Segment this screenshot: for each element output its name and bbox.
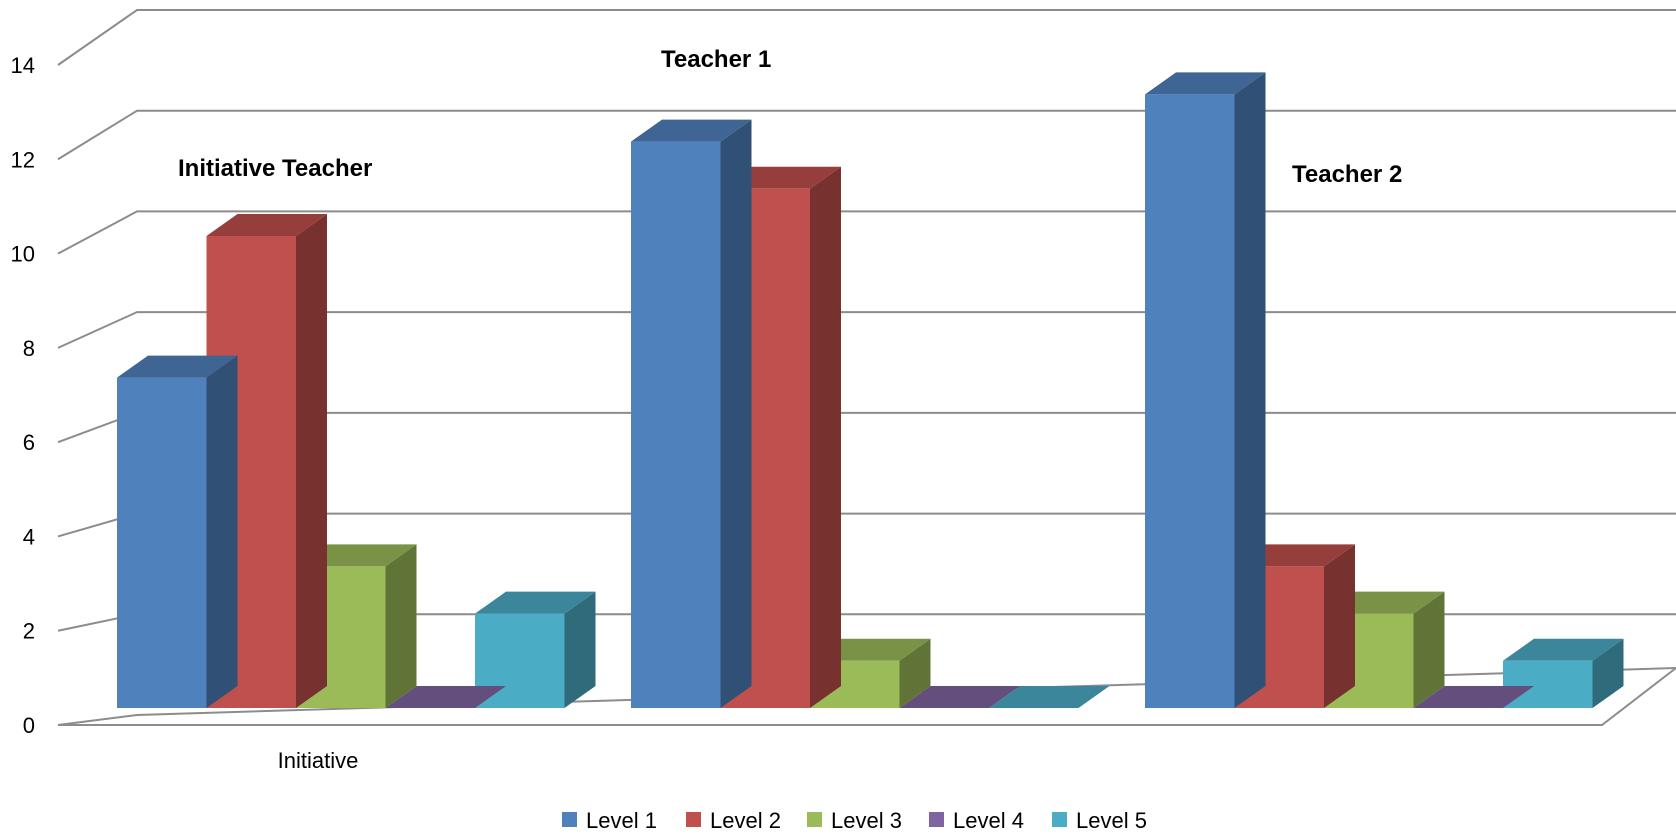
bar (296, 544, 417, 708)
category-label: Initiative (278, 748, 359, 773)
legend-item: Level 1 (562, 808, 657, 833)
bar-top (1503, 638, 1624, 661)
y-axis-ticks: 0 2 4 6 8 10 12 14 (11, 53, 35, 738)
y-tick-label: 12 (11, 147, 35, 172)
bar-side (564, 591, 596, 708)
bar-side (1413, 591, 1445, 708)
legend-item: Level 2 (686, 808, 781, 833)
bar-top (899, 686, 1020, 708)
legend-item: Level 3 (807, 808, 902, 833)
legend-swatch (929, 812, 944, 827)
legend-swatch (562, 812, 577, 827)
bar (385, 686, 506, 708)
legend-label: Level 3 (831, 808, 902, 833)
bar (899, 686, 1020, 708)
legend-item: Level 5 (1052, 808, 1147, 833)
bar (631, 119, 752, 709)
annotations: Initiative Teacher Teacher 1 Teacher 2 (178, 46, 1402, 188)
bar-side (1324, 544, 1355, 708)
bar (1503, 638, 1624, 708)
chart-floor (57, 666, 1676, 726)
bar-front (1503, 660, 1593, 708)
legend-label: Level 1 (586, 808, 657, 833)
legend-swatch (1052, 812, 1067, 827)
legend-item: Level 4 (929, 808, 1024, 833)
bar-front (1145, 94, 1235, 708)
bar-top (1145, 72, 1266, 95)
bar-side (206, 355, 238, 708)
bar (475, 591, 596, 708)
bar (989, 686, 1110, 708)
bar-top (1413, 686, 1534, 708)
y-tick-label: 14 (11, 53, 35, 78)
y-tick-label: 2 (23, 619, 35, 644)
y-tick-label: 8 (23, 336, 35, 361)
bars (117, 72, 1624, 709)
bar-side (296, 214, 327, 708)
bar-side (385, 544, 417, 708)
bar-side (810, 166, 841, 709)
category-labels: Initiative (278, 748, 359, 773)
bar (1145, 72, 1266, 708)
legend-swatch (686, 812, 701, 827)
bar-top (631, 119, 752, 142)
y-tick-label: 6 (23, 430, 35, 455)
bar (1413, 686, 1534, 708)
bar-top (989, 686, 1110, 708)
bar-front (117, 377, 207, 708)
bar-top (475, 591, 596, 614)
bar-side (720, 119, 752, 709)
floor-outline (57, 666, 1676, 726)
legend-swatch (807, 812, 822, 827)
bar-top (385, 686, 506, 708)
bar-top (117, 355, 238, 378)
y-tick-label: 0 (23, 713, 35, 738)
annotation-label: Teacher 1 (661, 46, 771, 73)
annotation-label: Teacher 2 (1292, 161, 1402, 188)
annotation-label: Initiative Teacher (178, 155, 372, 182)
bar-side (899, 638, 931, 708)
bar-side (1592, 638, 1624, 708)
gridline (57, 9, 1676, 66)
y-tick-label: 10 (11, 242, 35, 267)
legend: Level 1 Level 2 Level 3 Level 4 Level 5 (562, 808, 1147, 833)
bar (117, 355, 238, 708)
bar-top (206, 214, 327, 236)
legend-label: Level 2 (710, 808, 781, 833)
legend-label: Level 4 (953, 808, 1024, 833)
bar-side (1234, 72, 1266, 708)
legend-label: Level 5 (1076, 808, 1147, 833)
y-tick-label: 4 (23, 524, 35, 549)
bar-front (631, 141, 721, 709)
gridline (57, 109, 1676, 161)
